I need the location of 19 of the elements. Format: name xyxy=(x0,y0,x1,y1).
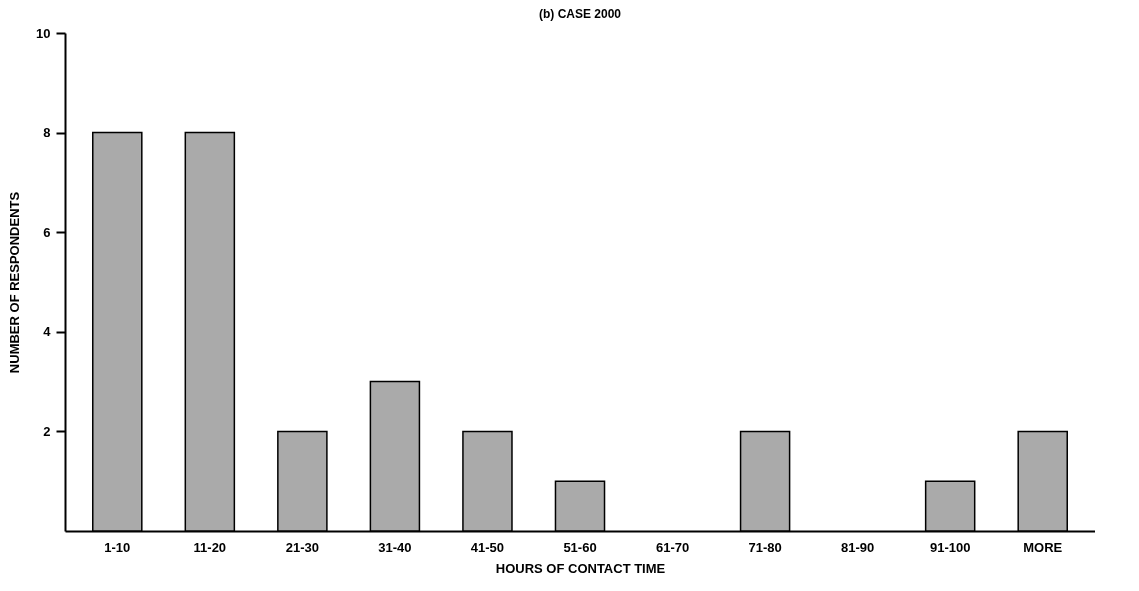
chart-title: (b) CASE 2000 xyxy=(538,7,622,21)
x-tick-label: 41-50 xyxy=(470,539,505,555)
y-tick-label: 10 xyxy=(36,25,51,41)
x-tick-label: 81-90 xyxy=(841,539,875,555)
x-tick-label: 61-70 xyxy=(655,539,690,555)
x-tick-label: 31-40 xyxy=(378,539,412,555)
y-tick-label: 2 xyxy=(43,423,51,439)
x-tick-label: 11-20 xyxy=(193,539,227,555)
x-tick-label: 21-30 xyxy=(285,539,319,555)
x-axis-title: HOURS OF CONTACT TIME xyxy=(495,560,666,576)
x-tick-label: 1-10 xyxy=(104,539,131,555)
x-tick-label: MORE xyxy=(1023,539,1063,555)
x-tick-label: 71-80 xyxy=(748,539,782,555)
y-tick-label: 6 xyxy=(43,224,51,240)
y-tick-label: 4 xyxy=(43,324,52,340)
y-tick-label: 8 xyxy=(43,125,51,141)
x-tick-label: 91-100 xyxy=(929,539,971,555)
x-tick-label: 51-60 xyxy=(563,539,597,555)
y-axis-title: NUMBER OF RESPONDENTS xyxy=(7,191,23,374)
